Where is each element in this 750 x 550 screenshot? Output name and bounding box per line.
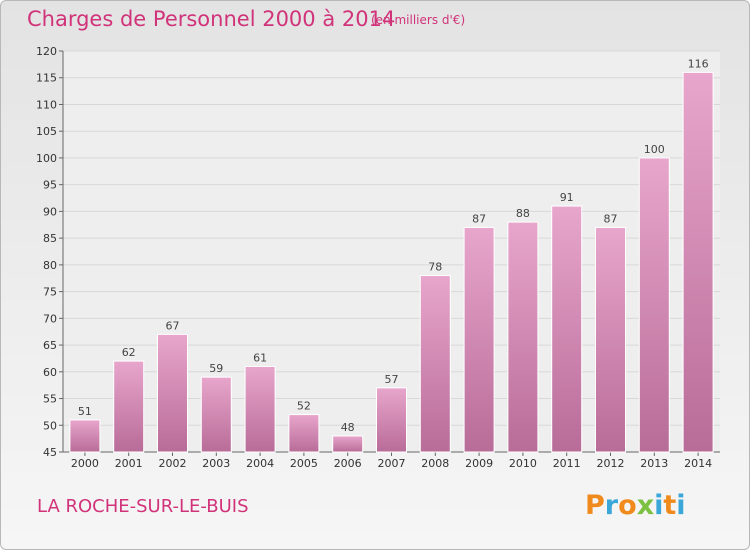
bar-2001 <box>113 360 145 453</box>
data-label-2007: 57 <box>385 373 399 386</box>
logo-letter: t <box>663 490 677 521</box>
data-label-2009: 87 <box>472 212 486 225</box>
x-tick-label: 2007 <box>378 457 406 470</box>
data-labels: 51 62 67 59 61 52 48 57 78 87 88 91 87 100 116 <box>78 57 709 434</box>
y-tick-label: 65 <box>43 339 57 352</box>
y-tick-label: 115 <box>36 72 57 85</box>
y-tick-label: 120 <box>36 45 57 58</box>
bar-2004 <box>244 365 276 453</box>
data-label-2005: 52 <box>297 400 311 413</box>
y-tick-label: 55 <box>43 393 57 406</box>
y-tick-label: 100 <box>36 152 57 165</box>
logo-letter: o <box>618 490 637 521</box>
data-label-2004: 61 <box>253 351 267 364</box>
x-tick-label: 2002 <box>159 457 187 470</box>
data-label-2008: 78 <box>428 261 442 274</box>
x-tick-label: 2000 <box>71 457 99 470</box>
x-tick-label: 2004 <box>246 457 274 470</box>
chart-title: Charges de Personnel 2000 à 2014 <box>27 7 396 31</box>
data-label-2006: 48 <box>341 421 355 434</box>
y-tick-label: 45 <box>43 446 57 459</box>
bars <box>69 71 714 453</box>
data-label-2011: 91 <box>560 191 574 204</box>
bar-2009 <box>463 226 495 453</box>
bar-2014 <box>682 71 714 453</box>
x-tick-label: 2003 <box>202 457 230 470</box>
x-tick-label: 2011 <box>553 457 581 470</box>
bar-2012 <box>595 226 626 453</box>
bar-2008 <box>419 275 451 453</box>
data-label-2001: 62 <box>122 346 136 359</box>
y-tick-label: 75 <box>43 286 57 299</box>
data-label-2014: 116 <box>688 57 709 70</box>
y-tick-label: 80 <box>43 259 57 272</box>
logo-letter: r <box>604 490 619 521</box>
y-tick-label: 95 <box>43 179 57 192</box>
logo-letter: P <box>585 490 605 521</box>
x-tick-label: 2014 <box>684 457 712 470</box>
y-tick-label: 50 <box>43 419 57 432</box>
bar-2003 <box>200 376 232 453</box>
logo-letter: i <box>654 490 664 521</box>
data-label-2002: 67 <box>166 319 180 332</box>
x-tick-label: 2008 <box>421 457 449 470</box>
bar-2013 <box>638 157 670 453</box>
x-tick-label: 2006 <box>334 457 362 470</box>
x-tick-label: 2009 <box>465 457 493 470</box>
y-tick-label: 60 <box>43 366 57 379</box>
y-tick-label: 90 <box>43 205 57 218</box>
proxiti-logo: Proxiti <box>585 490 686 521</box>
data-label-2012: 87 <box>604 212 618 225</box>
bar-2007 <box>376 387 407 453</box>
logo-letter: i <box>676 490 686 521</box>
bar-2000 <box>69 419 101 453</box>
bar-2010 <box>507 221 539 453</box>
y-tick-label: 105 <box>36 125 57 138</box>
data-label-2013: 100 <box>644 143 665 156</box>
bar-2011 <box>551 205 583 453</box>
x-tick-label: 2005 <box>290 457 318 470</box>
x-tick-label: 2013 <box>640 457 668 470</box>
logo-letter: x <box>636 490 655 521</box>
data-label-2010: 88 <box>516 207 530 220</box>
y-tick-label: 85 <box>43 232 57 245</box>
data-label-2000: 51 <box>78 405 92 418</box>
y-tick-label: 110 <box>36 98 57 111</box>
bar-2006 <box>332 435 364 453</box>
chart-subtitle: (en milliers d'€) <box>371 13 466 27</box>
x-tick-label: 2001 <box>115 457 143 470</box>
y-tick-label: 70 <box>43 312 57 325</box>
x-tick-label: 2012 <box>597 457 625 470</box>
commune-name: LA ROCHE-SUR-LE-BUIS <box>37 496 249 517</box>
x-tick-label: 2010 <box>509 457 537 470</box>
data-label-2003: 59 <box>209 362 223 375</box>
bar-2002 <box>157 333 188 453</box>
bar-2005 <box>288 414 320 453</box>
